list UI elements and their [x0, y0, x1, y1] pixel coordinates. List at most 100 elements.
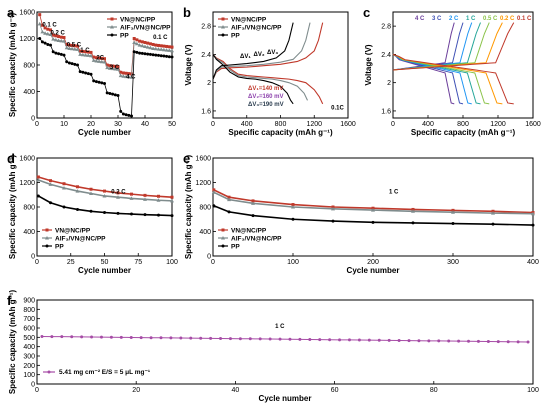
- data-point: [159, 47, 164, 51]
- data-point: [179, 336, 183, 340]
- panel-label: e: [183, 151, 190, 166]
- y-tick-label: 1.6: [201, 108, 211, 115]
- legend-marker: [45, 236, 49, 240]
- data-point: [457, 339, 461, 343]
- data-point: [212, 204, 216, 208]
- data-point: [62, 36, 66, 40]
- y-tick-label: 200: [23, 363, 35, 370]
- x-axis-label: Cycle number: [78, 128, 131, 137]
- y-tick-label: 800: [23, 205, 35, 212]
- data-point: [49, 179, 52, 183]
- data-point: [154, 43, 158, 47]
- data-point: [119, 335, 123, 339]
- data-point: [59, 38, 64, 43]
- data-point: [89, 53, 93, 58]
- data-point: [251, 214, 255, 218]
- data-point: [86, 50, 90, 54]
- data-point: [121, 74, 126, 78]
- data-point: [318, 338, 322, 342]
- data-point: [116, 195, 120, 199]
- series-line: [212, 22, 311, 80]
- data-point: [76, 185, 79, 189]
- x-tick-label: 1200: [490, 121, 506, 128]
- data-point: [116, 67, 120, 71]
- data-point: [67, 46, 72, 50]
- data-point: [97, 56, 101, 60]
- data-point: [48, 32, 53, 37]
- data-point: [94, 56, 98, 60]
- data-point: [43, 41, 47, 45]
- x-axis-label: Cycle number: [347, 266, 400, 275]
- x-tick-label: 0: [391, 121, 395, 128]
- data-point: [129, 335, 133, 339]
- data-point: [151, 46, 156, 50]
- rate-label: 0.5 C: [483, 16, 498, 22]
- x-axis-label: Cycle number: [259, 394, 312, 403]
- data-point: [228, 337, 232, 341]
- data-point: [73, 44, 77, 48]
- panel-label: b: [183, 5, 191, 20]
- legend-entry: VN@NC/PP: [120, 16, 156, 23]
- y-tick-label: 0: [31, 116, 35, 123]
- y-tick-label: 1200: [19, 180, 35, 187]
- data-point: [121, 71, 125, 75]
- x-tick-label: 10: [60, 121, 68, 128]
- data-point: [531, 223, 535, 227]
- data-point: [57, 35, 61, 39]
- data-point: [467, 339, 471, 343]
- x-tick-label: 40: [232, 387, 240, 394]
- data-point: [100, 81, 104, 85]
- data-point: [51, 50, 55, 54]
- data-point: [62, 39, 66, 43]
- data-point: [157, 194, 160, 198]
- data-point: [143, 44, 147, 48]
- y-axis-label: Specific capacity (mAh g⁻¹): [8, 13, 17, 118]
- data-point: [37, 21, 42, 26]
- data-point: [451, 222, 455, 226]
- data-point: [138, 39, 142, 43]
- data-point: [54, 51, 58, 55]
- data-point: [153, 46, 158, 51]
- data-point: [94, 59, 99, 63]
- y-tick-label: 1600: [195, 156, 211, 163]
- x-tick-label: 1600: [340, 121, 356, 128]
- data-point: [43, 31, 48, 35]
- legend-entry: AlF₃/VN@NC/PP: [231, 24, 282, 31]
- data-point: [49, 28, 52, 32]
- series-line: [213, 205, 534, 226]
- rate-label: 0.1 C: [42, 23, 57, 29]
- data-point: [80, 52, 85, 57]
- data-point: [99, 59, 104, 64]
- data-point: [331, 219, 335, 223]
- data-point: [86, 72, 90, 76]
- panel-b: 0 400 800 1200 1600 1.6 2 2.4 2.8 Specific capaci…: [183, 5, 356, 137]
- data-point: [100, 56, 104, 60]
- data-point: [427, 339, 431, 343]
- data-point: [347, 338, 351, 342]
- y-axis-label: Specific capacity (mAh g⁻¹): [8, 290, 17, 395]
- data-point: [170, 48, 174, 53]
- data-point: [38, 13, 42, 17]
- data-point: [159, 336, 163, 340]
- rate-curve: [392, 53, 514, 105]
- y-tick-label: 1200: [195, 180, 211, 187]
- data-point: [91, 58, 96, 62]
- rate-label: 1 C: [389, 190, 399, 196]
- data-point: [491, 222, 495, 226]
- legend-entry: AlF₃/VN@NC/PP: [120, 24, 171, 31]
- legend-marker: [47, 370, 51, 374]
- data-point: [78, 49, 82, 53]
- data-point: [50, 335, 54, 339]
- data-point: [170, 55, 174, 59]
- data-point: [165, 44, 169, 48]
- y-tick-label: 400: [23, 229, 35, 236]
- data-point: [157, 43, 160, 47]
- data-point: [170, 214, 174, 218]
- rate-label: 3 C: [432, 16, 442, 22]
- panel-label: a: [7, 5, 15, 20]
- y-tick-label: 300: [23, 354, 35, 361]
- data-point: [38, 37, 42, 40]
- data-point: [110, 66, 115, 71]
- x-tick-label: 50: [101, 259, 109, 266]
- delta-v-label: ΔV₃: [267, 50, 278, 56]
